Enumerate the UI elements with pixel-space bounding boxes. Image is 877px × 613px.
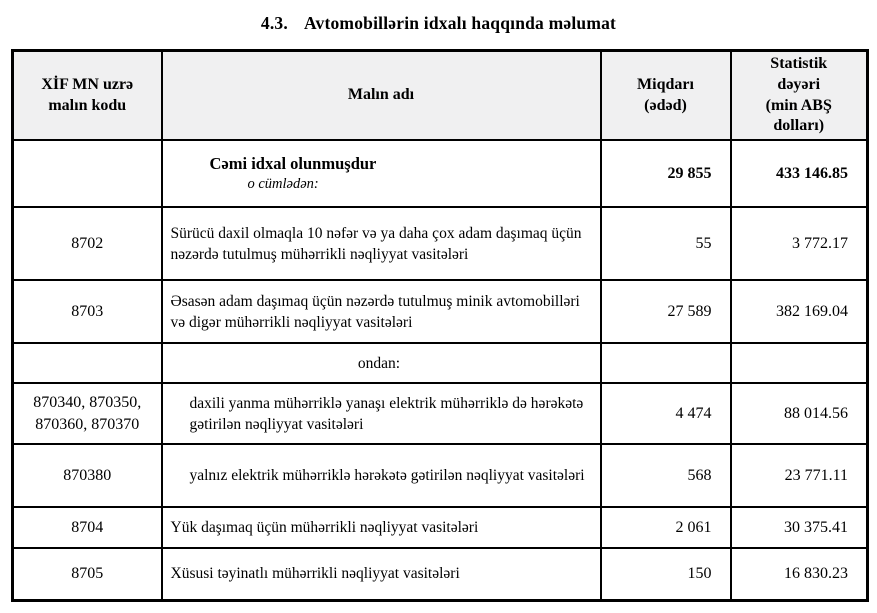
header-row: XİF MN uzrə malın kodu Malın adı Miqdarı… — [11, 49, 869, 142]
cell-value: 382 169.04 — [729, 279, 869, 345]
table-row-8703: 8703 Əsasən adam daşımaq üçün nəzərdə tu… — [11, 279, 869, 345]
section-number: 4.3. — [260, 13, 288, 33]
cell-name: Xüsusi təyinatlı mühərrikli nəqliyyat va… — [160, 547, 602, 602]
cell-qty — [599, 342, 732, 385]
cell-qty: 27 589 — [599, 279, 732, 345]
col-header-name: Malın adı — [160, 49, 602, 142]
cell-qty: 150 — [599, 547, 732, 602]
section-title: 4.3. Avtomobillərin idxalı haqqında məlum… — [0, 0, 877, 34]
cell-code: 8702 — [11, 206, 163, 282]
cell-name: ondan: — [160, 342, 602, 385]
table-row-8702: 8702 Sürücü daxil olmaqla 10 nəfər və ya… — [11, 206, 869, 282]
cell-value: 30 375.41 — [729, 506, 869, 550]
cell-code: 870340, 870350, 870360, 870370 — [11, 382, 163, 446]
cell-name: Əsasən adam daşımaq üçün nəzərdə tutulmu… — [160, 279, 602, 345]
total-sublabel: o cümlədən: — [247, 176, 319, 193]
cell-code: 8705 — [11, 547, 163, 602]
cell-code: 8704 — [11, 506, 163, 550]
table-row-electric: 870380 yalnız elektrik mühərriklə hərəkə… — [11, 443, 869, 509]
table-row-hybrid: 870340, 870350, 870360, 870370 daxili ya… — [11, 382, 869, 446]
cell-qty: 568 — [599, 443, 732, 509]
cell-code — [11, 342, 163, 385]
cell-value: 88 014.56 — [729, 382, 869, 446]
table-row-total: Cəmi idxal olunmuşdur o cümlədən: 29 855… — [11, 139, 869, 209]
col-header-qty: Miqdarı (ədəd) — [599, 49, 732, 142]
table-row-ondan: ondan: — [11, 342, 869, 385]
cell-name: daxili yanma mühərriklə yanaşı elektrik … — [160, 382, 602, 446]
cell-value: 23 771.11 — [729, 443, 869, 509]
cell-name: Sürücü daxil olmaqla 10 nəfər və ya daha… — [160, 206, 602, 282]
cell-value: 433 146.85 — [729, 139, 869, 209]
cell-qty: 4 474 — [599, 382, 732, 446]
cell-name: yalnız elektrik mühərriklə hərəkətə gəti… — [160, 443, 602, 509]
cell-code: 870380 — [11, 443, 163, 509]
col-header-value: Statistik dəyəri (min ABŞ dolları) — [729, 49, 869, 142]
col-header-code: XİF MN uzrə malın kodu — [11, 49, 163, 142]
cell-qty: 29 855 — [599, 139, 732, 209]
import-table: XİF MN uzrə malın kodu Malın adı Miqdarı… — [11, 49, 869, 602]
section-title-text: Avtomobillərin idxalı haqqında məlumat — [303, 13, 617, 33]
cell-code — [11, 139, 163, 209]
total-label: Cəmi idxal olunmuşdur — [209, 154, 377, 174]
cell-qty: 2 061 — [599, 506, 732, 550]
cell-qty: 55 — [599, 206, 732, 282]
cell-code: 8703 — [11, 279, 163, 345]
table-row-8704: 8704 Yük daşımaq üçün mühərrikli nəqliyy… — [11, 506, 869, 550]
cell-value — [729, 342, 869, 385]
cell-value: 3 772.17 — [729, 206, 869, 282]
cell-value: 16 830.23 — [729, 547, 869, 602]
table-row-8705: 8705 Xüsusi təyinatlı mühərrikli nəqliyy… — [11, 547, 869, 602]
cell-name: Cəmi idxal olunmuşdur o cümlədən: — [160, 139, 602, 209]
cell-name: Yük daşımaq üçün mühərrikli nəqliyyat va… — [160, 506, 602, 550]
